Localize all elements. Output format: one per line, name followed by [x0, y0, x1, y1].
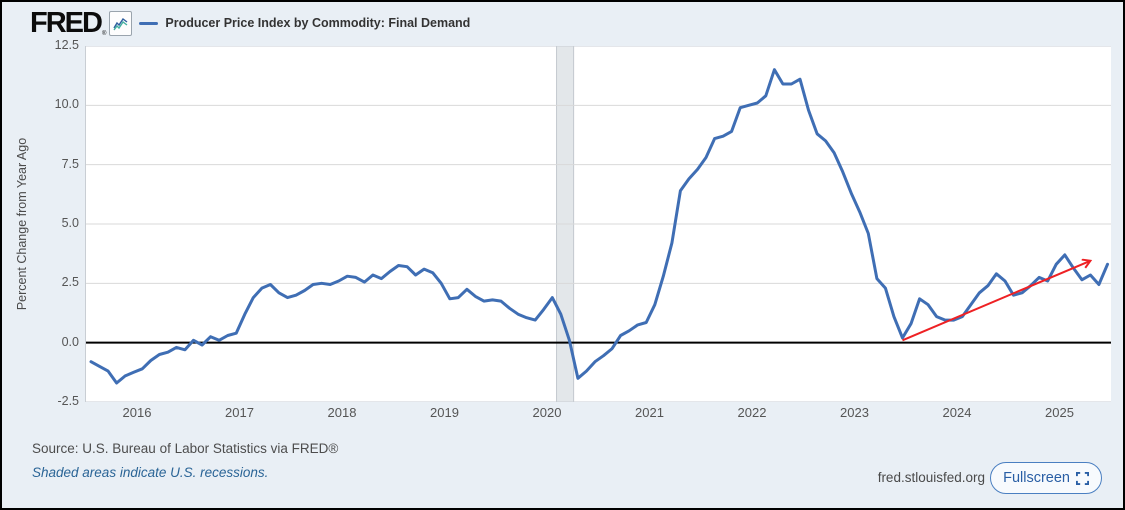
fullscreen-label: Fullscreen: [1003, 470, 1070, 486]
fred-logo[interactable]: FRED: [30, 6, 103, 39]
site-url: fred.stlouisfed.org: [877, 470, 985, 485]
legend-series-label: Producer Price Index by Commodity: Final…: [165, 16, 471, 30]
chart-header: FRED ® Producer Price Index by Commodity…: [30, 6, 470, 40]
y-tick-label: 2.5: [61, 275, 79, 290]
fred-sparkline-icon: [109, 10, 133, 36]
legend-line-swatch: [139, 21, 159, 25]
ppi-line-chart: [86, 46, 1111, 402]
recession-note: Shaded areas indicate U.S. recessions.: [32, 465, 269, 480]
x-tick-label: 2018: [327, 405, 357, 420]
x-tick-label: 2019: [430, 405, 459, 420]
x-tick-label: 2025: [1045, 405, 1074, 420]
trend-arrow: [902, 261, 1090, 342]
y-tick-label: 12.5: [54, 38, 79, 52]
y-tick-label: 10.0: [54, 97, 79, 112]
x-tick-label: 2022: [737, 405, 767, 420]
x-tick-label: 2023: [840, 405, 869, 420]
fullscreen-button[interactable]: Fullscreen: [990, 462, 1102, 494]
ppi-series-line: [89, 68, 1109, 385]
fullscreen-icon: [1076, 471, 1089, 485]
x-tick-label: 2017: [225, 405, 254, 420]
registered-mark: ®: [101, 31, 107, 37]
source-text: Source: U.S. Bureau of Labor Statistics …: [32, 441, 339, 456]
x-tick-label: 2024: [942, 405, 972, 420]
x-tick-label: 2016: [122, 405, 152, 420]
x-tick-label: 2021: [635, 405, 664, 420]
y-tick-label: 5.0: [61, 216, 79, 230]
plot-area[interactable]: [85, 46, 1111, 402]
x-tick-label: 2020: [532, 405, 562, 420]
y-tick-label: 0.0: [61, 334, 79, 349]
y-tick-label: -2.5: [57, 394, 79, 408]
y-tick-label: 7.5: [61, 156, 79, 171]
legend: Producer Price Index by Commodity: Final…: [139, 16, 470, 30]
